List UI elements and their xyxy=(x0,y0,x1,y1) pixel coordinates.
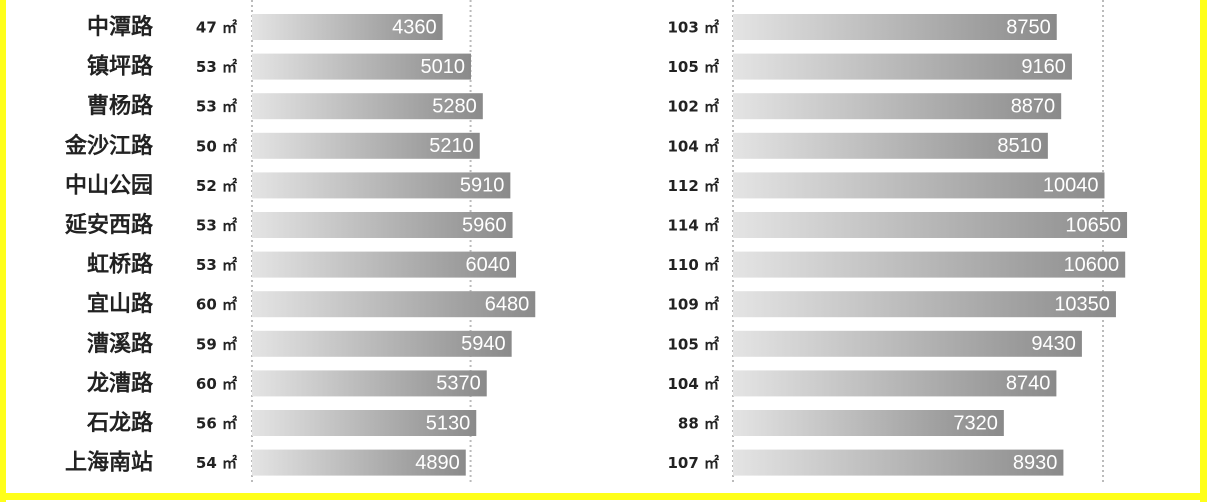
bar xyxy=(252,410,477,436)
category-label: 中山公园 xyxy=(65,173,153,198)
value-label: 5940 xyxy=(461,333,506,355)
value-label: 10600 xyxy=(1064,254,1120,276)
bar xyxy=(733,291,1116,318)
category-label: 上海南站 xyxy=(65,450,153,476)
bar xyxy=(252,53,472,80)
category-label: 龙漕路 xyxy=(87,370,154,396)
category-label: 石龙路 xyxy=(86,410,154,436)
category-label: 金沙江路 xyxy=(64,133,154,159)
category-label: 宜山路 xyxy=(87,291,154,317)
value-label: 8930 xyxy=(1013,452,1058,474)
bar xyxy=(252,449,466,476)
bar xyxy=(252,93,483,120)
bar xyxy=(733,172,1105,199)
bar xyxy=(733,212,1128,238)
area-label: 56 ㎡ xyxy=(196,415,237,433)
area-label: 53 ㎡ xyxy=(196,58,237,76)
area-label: 53 ㎡ xyxy=(196,217,237,235)
area-label: 104 ㎡ xyxy=(667,375,719,393)
frame-left xyxy=(0,0,6,502)
area-label: 103 ㎡ xyxy=(667,19,719,37)
area-label: 53 ㎡ xyxy=(196,98,237,116)
category-label: 漕溪路 xyxy=(87,331,154,357)
category-label: 镇坪路 xyxy=(87,54,154,80)
value-label: 8870 xyxy=(1011,95,1056,117)
value-label: 5960 xyxy=(462,214,507,236)
category-label: 中潭路 xyxy=(87,14,154,40)
value-label: 4890 xyxy=(415,452,460,474)
value-label: 5910 xyxy=(460,175,505,197)
area-label: 60 ㎡ xyxy=(196,375,237,393)
value-label: 10040 xyxy=(1043,175,1099,197)
bar xyxy=(733,53,1072,80)
area-label: 88 ㎡ xyxy=(678,415,719,433)
bar xyxy=(733,330,1082,357)
bar xyxy=(733,370,1057,397)
area-label: 110 ㎡ xyxy=(667,256,719,274)
bar xyxy=(252,291,536,318)
bar xyxy=(733,449,1064,476)
value-label: 8740 xyxy=(1006,373,1051,395)
area-label: 53 ㎡ xyxy=(196,256,237,274)
area-label: 105 ㎡ xyxy=(667,58,719,76)
frame-bottom xyxy=(0,493,1207,500)
value-label: 5130 xyxy=(426,412,471,434)
area-label: 109 ㎡ xyxy=(667,296,719,314)
area-label: 52 ㎡ xyxy=(196,177,237,195)
bar xyxy=(733,251,1126,278)
value-label: 9160 xyxy=(1021,56,1066,78)
value-label: 9430 xyxy=(1031,333,1076,355)
bar xyxy=(252,212,513,238)
bar xyxy=(733,132,1048,159)
area-label: 104 ㎡ xyxy=(667,137,719,155)
area-label: 105 ㎡ xyxy=(667,335,719,353)
area-label: 60 ㎡ xyxy=(196,296,237,314)
bar xyxy=(252,14,443,40)
bar xyxy=(252,370,487,397)
area-label: 107 ㎡ xyxy=(667,454,719,472)
value-label: 7320 xyxy=(953,412,998,434)
bar xyxy=(252,132,480,159)
value-label: 10350 xyxy=(1054,293,1110,315)
area-label: 50 ㎡ xyxy=(196,137,237,155)
value-label: 8750 xyxy=(1006,16,1051,38)
area-label: 47 ㎡ xyxy=(196,19,237,37)
bar xyxy=(252,251,517,278)
bar xyxy=(733,93,1062,120)
value-label: 4360 xyxy=(392,16,437,38)
value-label: 5210 xyxy=(429,135,474,157)
value-label: 8510 xyxy=(997,135,1042,157)
frame-right xyxy=(1200,0,1207,502)
category-label: 延安西路 xyxy=(64,212,154,238)
area-label: 54 ㎡ xyxy=(196,454,237,472)
area-label: 112 ㎡ xyxy=(667,177,719,195)
value-label: 6480 xyxy=(485,293,530,315)
value-label: 10650 xyxy=(1065,214,1121,236)
bar xyxy=(733,14,1057,40)
category-label: 曹杨路 xyxy=(87,93,154,119)
bar xyxy=(252,172,511,199)
value-label: 5010 xyxy=(421,56,466,78)
category-label: 虹桥路 xyxy=(87,252,154,278)
bar xyxy=(733,410,1004,436)
area-label: 114 ㎡ xyxy=(667,217,719,235)
area-label: 102 ㎡ xyxy=(667,98,719,116)
value-label: 5280 xyxy=(432,95,477,117)
bar xyxy=(252,330,512,357)
value-label: 6040 xyxy=(466,254,511,276)
value-label: 5370 xyxy=(436,373,481,395)
area-label: 59 ㎡ xyxy=(196,335,237,353)
